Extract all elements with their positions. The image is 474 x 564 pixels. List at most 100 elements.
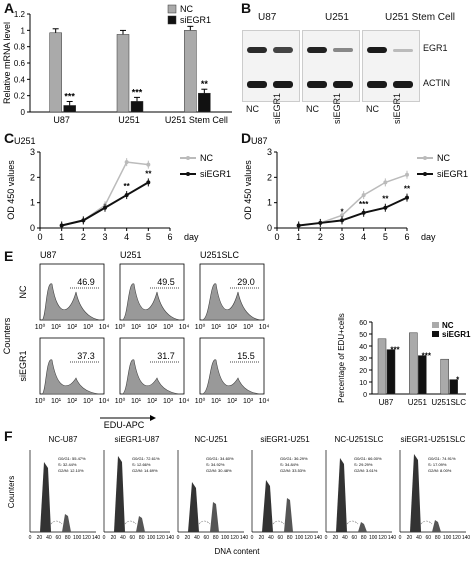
y-tick-label: 0 — [363, 392, 367, 399]
y-tick-label: 0.8 — [14, 43, 26, 52]
y-tick-label: 0 — [267, 223, 272, 233]
x-tick-label: 10² — [227, 398, 238, 405]
x-tick-label: 10¹ — [211, 398, 222, 405]
cycle-stat: G2/M: 3.61% — [354, 468, 378, 473]
band-actin-si-u87 — [273, 81, 293, 88]
x-tick-label: 10¹ — [51, 324, 62, 331]
y-tick-label: 30 — [359, 356, 367, 363]
gate-percentage: 37.3 — [77, 351, 95, 361]
x-tick-label: 10⁴ — [259, 324, 270, 331]
cycle-stat: G2/M: 12.10% — [58, 468, 84, 473]
x-tick-label: 120 — [230, 535, 239, 541]
x-tick-label: 100 — [443, 535, 452, 541]
chart-title: U87 — [251, 136, 268, 146]
x-tick-label: 20 — [259, 535, 265, 541]
g2-peak — [62, 514, 71, 532]
y-tick-label: 2 — [267, 172, 272, 182]
g2-peak — [358, 522, 367, 532]
cycle-stat: G0/G1: 34.60% — [206, 456, 234, 461]
significance: ** — [145, 169, 152, 178]
significance: ** — [124, 182, 131, 191]
x-tick-label: 0 — [274, 232, 279, 242]
column-title: U251 — [120, 250, 142, 260]
x-tick-label: 80 — [213, 535, 219, 541]
x-tick-label: 0 — [399, 535, 402, 541]
band-egr1-si-stem — [393, 49, 413, 52]
y-axis-label: Counters — [2, 317, 12, 354]
x-tick-label: 10² — [147, 324, 158, 331]
x-tick-label: 2 — [81, 232, 86, 242]
band-egr1-nc-u251 — [307, 47, 327, 53]
g1-peak — [114, 456, 125, 532]
panel-b-western-blot: U87 U251 U251 Stem Cell EGR1 ACTIN NC si… — [240, 0, 474, 130]
lane-nc-stem: NC — [366, 104, 379, 114]
x-tick-label: 10³ — [83, 398, 94, 405]
s-phase-curve — [50, 520, 63, 525]
row-label: NC — [18, 285, 28, 298]
histogram-peak — [121, 359, 183, 395]
legend-label-siEGR1: siEGR1 — [180, 15, 211, 25]
x-tick-label: 4 — [124, 232, 129, 242]
x-tick-label: 80 — [287, 535, 293, 541]
x-tick-label: 20 — [111, 535, 117, 541]
x-tick-label: 10² — [67, 398, 78, 405]
y-tick-label: 40 — [359, 344, 367, 351]
g1-peak — [188, 482, 199, 532]
x-tick-label: 0 — [103, 535, 106, 541]
g2-peak — [284, 498, 293, 532]
histogram-title: siEGR1-U251 — [260, 435, 310, 444]
y-axis-label: Percentage of EDU+cells — [337, 313, 346, 403]
histogram-title: NC-U87 — [49, 435, 78, 444]
y-tick-label: 1 — [30, 198, 35, 208]
cycle-stat: S: 34.92% — [206, 462, 225, 467]
y-tick-label: 10 — [359, 380, 367, 387]
panel-label-d: D — [241, 130, 252, 146]
cycle-stat: G0/G1: 72.61% — [132, 456, 160, 461]
x-tick-label: 3 — [102, 232, 107, 242]
legend-label-NC: NC — [200, 153, 213, 163]
y-tick-label: 0.4 — [14, 75, 26, 84]
significance: ** — [382, 195, 389, 204]
lane-si-u87: siEGR1 — [272, 92, 282, 124]
y-tick-label: 0.6 — [14, 59, 26, 68]
x-tick-label: 40 — [416, 535, 422, 541]
g1-peak — [40, 462, 51, 532]
arrow-head — [150, 415, 156, 421]
x-tick-label: 3 — [339, 232, 344, 242]
series-line-NC — [298, 174, 408, 227]
legend-swatch-NC — [167, 4, 177, 14]
x-tick-label: 120 — [304, 535, 313, 541]
cycle-stat: G2/M: 14.69% — [132, 468, 158, 473]
panel-label-f: F — [4, 428, 13, 444]
x-tick-label: 0 — [325, 535, 328, 541]
s-phase-curve — [124, 520, 137, 525]
cycle-stat: G2/M: 33.53% — [280, 468, 306, 473]
x-tick-label: 40 — [194, 535, 200, 541]
x-tick-label: 60 — [352, 535, 358, 541]
y-tick-label: 0 — [30, 223, 35, 233]
column-title: U87 — [40, 250, 57, 260]
lane-nc-u87: NC — [246, 104, 259, 114]
y-tick-label: 3 — [267, 147, 272, 157]
bar-NC — [49, 32, 62, 113]
histogram-title: siEGR1-U87 — [115, 435, 160, 444]
y-tick-label: 0.2 — [14, 92, 26, 101]
series-line-NC — [61, 161, 149, 227]
chart-title: U251 — [14, 136, 36, 146]
significance: *** — [359, 200, 369, 209]
x-tick-label: 1 — [296, 232, 301, 242]
x-tick-label: 5 — [146, 232, 151, 242]
blot-group-u251: U251 — [325, 12, 349, 23]
y-tick-label: 1 — [21, 26, 26, 35]
cycle-stat: G0/G1: 55.47% — [58, 456, 86, 461]
x-tick-label: 10² — [67, 324, 78, 331]
x-tick-label: 60 — [204, 535, 210, 541]
s-phase-curve — [198, 520, 211, 525]
y-axis-label: OD 450 values — [6, 160, 16, 220]
lane-si-stem: siEGR1 — [392, 92, 402, 124]
x-tick-label: 10¹ — [51, 398, 62, 405]
